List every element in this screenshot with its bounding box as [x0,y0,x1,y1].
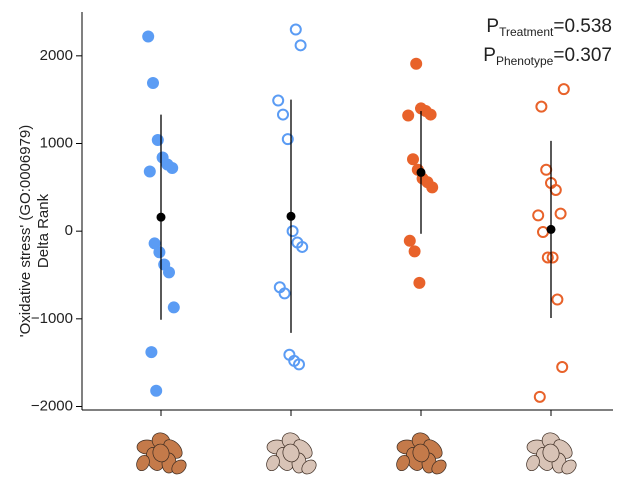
data-point [557,362,567,372]
data-point [150,385,162,397]
data-point [166,162,178,174]
data-point [538,227,548,237]
data-point [273,96,283,106]
data-point [147,77,159,89]
mean-point [417,168,426,177]
data-point [402,109,414,121]
data-point [413,277,425,289]
annotation-part: = [553,16,564,37]
data-point [291,25,301,35]
chart: 'Oxidative stress' (GO:0006979) Delta Ra… [0,0,617,481]
mean-point [157,213,166,222]
annotation-part: P [486,16,499,37]
data-point [541,165,551,175]
data-point [409,245,421,257]
data-point [288,226,298,236]
data-point [144,166,156,178]
data-point [152,134,164,146]
data-point [410,58,422,70]
data-point [426,181,438,193]
data-point [407,153,419,165]
data-point [536,102,546,112]
annotation-part: 0.538 [564,16,612,37]
y-axis-label: Delta Rank [35,193,52,268]
data-point [559,84,569,94]
mean-point [287,212,296,221]
data-point [533,210,543,220]
data-point [296,40,306,50]
y-tick-label: −1000 [31,310,73,327]
mean-point [547,225,556,234]
category-icons [134,430,579,477]
data-point [142,31,154,43]
y-tick-label: 1000 [40,134,73,151]
data-point [278,110,288,120]
y-tick-label: 0 [65,222,73,239]
data-point [163,266,175,278]
annotation-part: P [483,45,496,66]
data-point [425,109,437,121]
data-point [404,235,416,247]
data-point [556,209,566,219]
data-point [168,301,180,313]
annotation-part: Treatment [499,25,554,39]
data-point [153,246,165,258]
y-axis-label: 'Oxidative stress' (GO:0006979) [17,125,34,337]
y-tick-label: −2000 [31,397,73,414]
annotation: PTreatment=0.538 [486,16,612,39]
annotation-part: = [553,45,564,66]
data-point [535,392,545,402]
data-point [552,295,562,305]
annotation: PPhenotype=0.307 [483,45,612,68]
data-point [145,346,157,358]
y-tick-label: 2000 [40,47,73,64]
annotation-part: Phenotype [496,54,554,68]
annotation-part: 0.307 [564,45,612,66]
